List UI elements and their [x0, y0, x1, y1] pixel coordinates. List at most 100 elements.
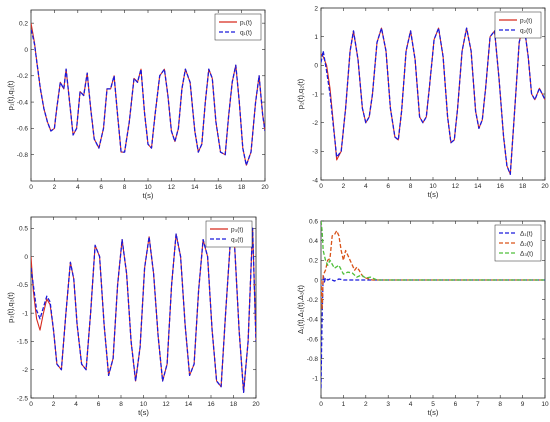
chart-panel-4: 0 1 2 3 4 5 6 7 8 9 10 0.6 0.4 0.2 0 -0.2 -0.4 -0.6 -0.8 -1…	[296, 218, 549, 417]
x-tick-label: 18	[519, 183, 527, 190]
x-tick-label: 8	[409, 183, 413, 190]
legend-box	[494, 224, 542, 262]
y-tick-label: -2.5	[17, 395, 29, 402]
y-tick-label: -0.2	[17, 73, 29, 80]
legend-box	[494, 11, 542, 39]
x-tick-label: 8	[498, 401, 502, 408]
y-tick-label: -2	[22, 367, 28, 374]
y-tick-label: -1	[312, 376, 318, 383]
chart-panel-2: 0 2 4 6 8 10 12 14 16 18 20210-1-2-3-4t(s)p₂(t),q₂…	[296, 5, 549, 199]
y-axis-label: p₃(t),q₃(t)	[6, 292, 15, 323]
y-tick-label: -0.5	[17, 282, 29, 289]
y-tick-label: 0	[314, 63, 318, 70]
x-tick-label: 10	[429, 183, 437, 190]
chart-panel-1: 0 2 4 6 8 10 12 14 16 18 20 0.2 0 -0.2 -0.4 -0.6 -0.8 t(s…	[6, 9, 269, 200]
y-tick-label: -0.6	[17, 126, 29, 133]
x-tick-label: 14	[191, 184, 199, 191]
y-tick-label: 0	[24, 47, 28, 54]
x-tick-label: 0	[29, 184, 33, 191]
y-axis-label: p₁(t),q₁(t)	[6, 80, 15, 110]
legend-label: p₃(t)	[231, 226, 243, 233]
x-tick-label: 9	[521, 401, 525, 408]
x-tick-label: 8	[119, 401, 123, 408]
y-tick-label: 0.2	[309, 258, 318, 265]
legend-box	[205, 220, 253, 248]
x-tick-label: 10	[144, 184, 152, 191]
x-axis-label: t(s)	[428, 408, 439, 417]
x-tick-label: 2	[53, 184, 57, 191]
x-tick-label: 2	[342, 183, 346, 190]
legend-label: p₂(t)	[520, 17, 532, 24]
x-tick-label: 6	[97, 401, 101, 408]
y-tick-label: 0	[24, 254, 28, 261]
y-tick-label: -3	[312, 149, 318, 156]
legend-label: q₂(t)	[520, 27, 532, 34]
x-tick-label: 8	[123, 184, 127, 191]
x-tick-label: 0	[319, 183, 323, 190]
legend-box	[214, 13, 262, 41]
x-tick-label: 14	[474, 183, 482, 190]
x-tick-label: 2	[364, 401, 368, 408]
x-tick-label: 10	[140, 401, 148, 408]
y-tick-label: -1	[22, 310, 28, 317]
x-tick-label: 3	[386, 401, 390, 408]
legend-label: q₃(t)	[231, 236, 243, 243]
x-tick-label: 6	[454, 401, 458, 408]
x-tick-label: 20	[252, 401, 260, 408]
x-tick-label: 4	[76, 184, 80, 191]
y-tick-label: -0.8	[307, 356, 319, 363]
y-tick-label: -4	[312, 177, 318, 184]
y-tick-label: -0.8	[17, 152, 29, 159]
y-tick-label: 2	[314, 5, 318, 12]
x-tick-label: 12	[168, 184, 176, 191]
legend-label: Δ₃(t)	[520, 250, 533, 257]
x-tick-label: 18	[238, 184, 246, 191]
x-tick-label: 20	[261, 184, 269, 191]
x-tick-label: 16	[215, 184, 223, 191]
y-tick-label: -1	[312, 91, 318, 98]
x-tick-label: 4	[364, 183, 368, 190]
legend-label: q₁(t)	[240, 29, 252, 36]
y-tick-label: 0.4	[309, 238, 318, 245]
x-tick-label: 6	[386, 183, 390, 190]
legend-label: Δ₂(t)	[520, 240, 533, 247]
x-axis-label: t(s)	[143, 191, 154, 200]
x-tick-label: 10	[541, 401, 549, 408]
y-tick-label: -0.4	[17, 99, 29, 106]
x-tick-label: 12	[162, 401, 170, 408]
y-axis-label: p₂(t),q₂(t)	[296, 78, 305, 109]
y-tick-label: 0	[314, 277, 318, 284]
series-line-2	[321, 230, 545, 311]
y-tick-label: -1.5	[17, 339, 29, 346]
y-axis-label: Δ₁(t),Δ₂(t),Δ₃(t)	[296, 285, 305, 334]
x-tick-label: 2	[52, 401, 56, 408]
series-line-2	[321, 21, 545, 175]
x-tick-label: 20	[541, 183, 549, 190]
x-tick-label: 18	[230, 401, 238, 408]
series-line-3	[321, 221, 545, 281]
x-tick-label: 16	[207, 401, 215, 408]
x-tick-label: 16	[497, 183, 505, 190]
x-tick-label: 0	[29, 401, 33, 408]
y-tick-label: -0.4	[307, 317, 319, 324]
legend-label: Δ₁(t)	[520, 230, 533, 237]
y-tick-label: -0.6	[307, 336, 319, 343]
y-tick-label: 1	[314, 34, 318, 41]
x-axis-label: t(s)	[138, 408, 149, 417]
series-line-2	[31, 29, 265, 166]
x-tick-label: 5	[431, 401, 435, 408]
x-tick-label: 14	[185, 401, 193, 408]
legend-label: p₁(t)	[240, 19, 252, 26]
y-tick-label: 0.2	[19, 20, 28, 27]
x-tick-label: 4	[409, 401, 413, 408]
y-tick-label: 0.6	[309, 218, 318, 225]
x-tick-label: 12	[452, 183, 460, 190]
x-tick-label: 4	[74, 401, 78, 408]
chart-panel-3: 0 2 4 6 8 10 12 14 16 18 20 0.5 0 -0.5 -1 -1.5 -2 -2.5 t(s…	[6, 216, 260, 417]
series-line-1	[321, 274, 545, 389]
series-line-2	[31, 227, 256, 393]
x-tick-label: 7	[476, 401, 480, 408]
y-tick-label: 0.5	[19, 226, 28, 233]
x-tick-label: 6	[99, 184, 103, 191]
